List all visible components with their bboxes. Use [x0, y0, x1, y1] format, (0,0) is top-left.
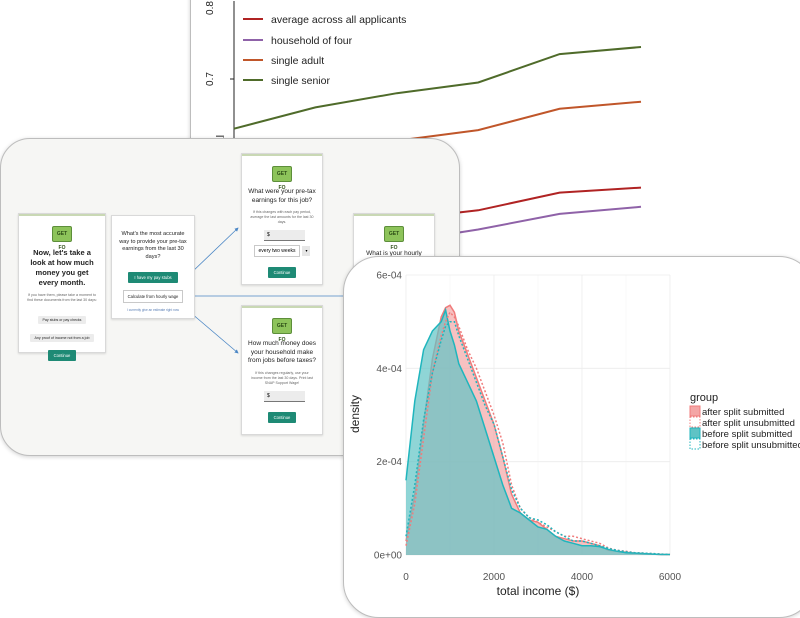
density-line-3	[405, 320, 671, 556]
connector-to-pretax-screen	[190, 227, 239, 274]
line-chart-y-tick-label: 0.8	[205, 1, 216, 15]
getfood-logo-icon: GET FO	[272, 318, 292, 343]
legend-key-before-unsubmitted	[689, 438, 701, 450]
legend-label-before-submitted: before split submitted	[702, 429, 792, 440]
screen-title: Now, let's take a look at how much money…	[30, 248, 94, 287]
density-ticks: 0 2000 4000 6000 0e+00 2e-04 4e-04 6e-04	[374, 271, 682, 584]
income-input[interactable]: $	[264, 390, 305, 402]
y-tick-label: 2e-04	[376, 457, 402, 468]
density-xlabel: total income ($)	[497, 584, 580, 598]
line-chart-y-tick-label: 0.7	[205, 72, 216, 86]
y-tick-label: 0e+00	[374, 551, 403, 562]
legend-label-household-of-four: household of four	[271, 35, 353, 47]
density-chart-card: 0 2000 4000 6000 0e+00 2e-04 4e-04 6e-04 total …	[343, 256, 800, 618]
pay-stubs-button[interactable]: I have my pay stubs	[128, 272, 178, 283]
legend-label-average: average across all applicants	[271, 14, 406, 26]
earnings-input[interactable]: $	[264, 230, 305, 241]
y-tick-label: 6e-04	[376, 271, 402, 282]
x-tick-label: 4000	[571, 572, 594, 583]
density-area-2	[406, 310, 670, 555]
x-tick-label: 6000	[659, 572, 682, 583]
x-tick-label: 2000	[483, 572, 506, 583]
chevron-down-icon[interactable]: ▾	[302, 246, 311, 256]
line-series-3	[233, 46, 642, 130]
connector-to-household-screen	[190, 312, 239, 354]
legend-label-after-unsubmitted: after split unsubmitted	[702, 418, 795, 429]
legend-key-before-submitted	[689, 427, 701, 439]
legend-label-after-submitted: after split submitted	[702, 407, 784, 418]
density-legend: group after split submitted after split …	[689, 392, 800, 451]
screen-household-income: GET FO How much money does your househol…	[241, 305, 323, 435]
getfood-logo-icon: GET FO	[384, 226, 404, 251]
legend-label-single-senior: single senior	[271, 75, 330, 87]
screen-title: What were your pre-tax earnings for this…	[248, 188, 316, 204]
x-tick-label: 0	[403, 572, 409, 583]
frequency-select[interactable]: every two weeks	[253, 245, 301, 257]
screen-note: If you have them, please take a moment t…	[27, 293, 97, 302]
screen-pretax-earnings: GET FO What were your pre-tax earnings f…	[241, 153, 323, 285]
option-pay-stubs[interactable]: Pay stubs or pay checks	[37, 316, 87, 324]
hourly-wage-option[interactable]: Calculate from hourly wage	[122, 290, 184, 303]
screen-note: If this changes regularly, use your inco…	[251, 370, 313, 385]
continue-button[interactable]: Continue	[267, 267, 297, 278]
density-chart: 0 2000 4000 6000 0e+00 2e-04 4e-04 6e-04 total …	[348, 271, 800, 599]
screen-monthly-money: GET FO Now, let's take a look at how muc…	[18, 213, 106, 361]
legend-label-before-unsubmitted: before split unsubmitted	[702, 440, 800, 451]
getfood-logo-icon: GET FO	[52, 226, 72, 251]
estimate-link[interactable]: I currently give an estimate right now	[127, 308, 179, 312]
legend-key-after-submitted	[689, 405, 701, 417]
continue-button[interactable]: Continue	[47, 350, 77, 361]
option-proof-of-income[interactable]: Any proof of income not from a job	[29, 334, 95, 342]
density-areas	[405, 304, 671, 556]
screen-pretax-method: What's the most accurate way to provide …	[111, 215, 195, 319]
legend-title: group	[690, 392, 718, 404]
y-tick-label: 4e-04	[376, 364, 402, 375]
line-chart-legend: average across all applicants household …	[243, 14, 406, 87]
screen-note: If this changes with each pay period, av…	[250, 210, 314, 224]
continue-button[interactable]: Continue	[267, 411, 297, 423]
density-ylabel: density	[348, 395, 362, 433]
legend-key-after-unsubmitted	[689, 416, 701, 428]
screen-title: How much money does your household make …	[248, 340, 316, 364]
getfood-logo-icon: GET FO	[272, 166, 292, 191]
legend-label-single-adult: single adult	[271, 55, 324, 67]
screen-title: What's the most accurate way to provide …	[119, 231, 187, 260]
